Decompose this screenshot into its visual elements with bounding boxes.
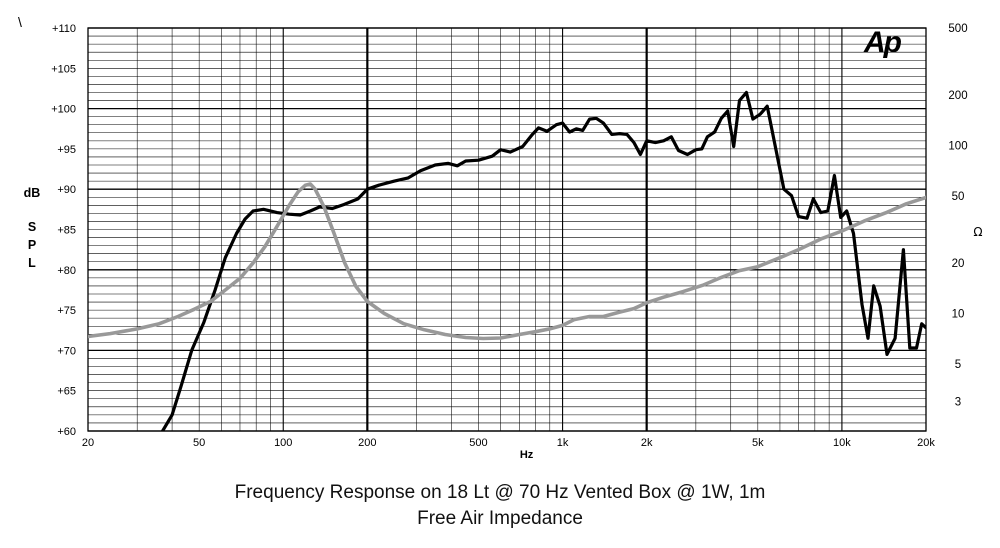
y-axis-label: dB SPL [24, 186, 41, 270]
y-tick-label: +110 [52, 23, 76, 35]
corner-mark: \ [18, 14, 22, 30]
y-tick-label: +95 [57, 144, 76, 156]
y-axis-label-part: dB [24, 186, 41, 200]
y2-tick-label: 10 [952, 309, 965, 321]
y-tick-label: +85 [57, 225, 76, 237]
x-tick-label: 200 [358, 437, 376, 449]
y-tick-label: +105 [51, 63, 76, 75]
y-tick-label: +75 [57, 305, 76, 317]
y-axis-label-char: L [28, 256, 36, 270]
y2-tick-label: 500 [948, 23, 967, 35]
chart-caption-line2: Free Air Impedance [417, 508, 583, 529]
x-tick-label: 20 [82, 437, 94, 449]
y-axis-label-char: S [28, 220, 36, 234]
plot-frame [87, 27, 927, 432]
y-tick-label: +65 [57, 386, 76, 398]
y2-tick-label: 20 [952, 258, 965, 270]
x-tick-label: 50 [193, 437, 205, 449]
y2-tick-label: 5 [955, 359, 961, 371]
y2-tick-label: 3 [955, 396, 961, 408]
y-tick-label: +90 [57, 184, 76, 196]
x-tick-label: 100 [274, 437, 292, 449]
y2-tick-label: 50 [952, 191, 965, 203]
x-tick-label: 10k [833, 437, 851, 449]
y-axis-label-char: P [28, 238, 36, 252]
impedance-curve [88, 182, 926, 341]
x-tick-label: 500 [469, 437, 487, 449]
x-tick-label: 20k [917, 437, 935, 449]
y-tick-label: +100 [51, 104, 76, 116]
y-tick-label: +80 [57, 265, 76, 277]
y2-tick-label: 200 [948, 90, 967, 102]
spl-curve [161, 90, 926, 431]
x-tick-label: 2k [641, 437, 653, 449]
y-tick-label: +60 [57, 426, 76, 438]
y2-tick-label: 100 [948, 140, 967, 152]
x-tick-label: 5k [752, 437, 764, 449]
y-tick-label: +70 [57, 345, 76, 357]
y2-axis-label: Ω [973, 225, 982, 239]
x-tick-label: 1k [557, 437, 569, 449]
chart-caption-line1: Frequency Response on 18 Lt @ 70 Hz Vent… [234, 482, 766, 503]
x-axis-label: Hz [520, 449, 534, 461]
ap-logo: Ap [864, 26, 902, 59]
